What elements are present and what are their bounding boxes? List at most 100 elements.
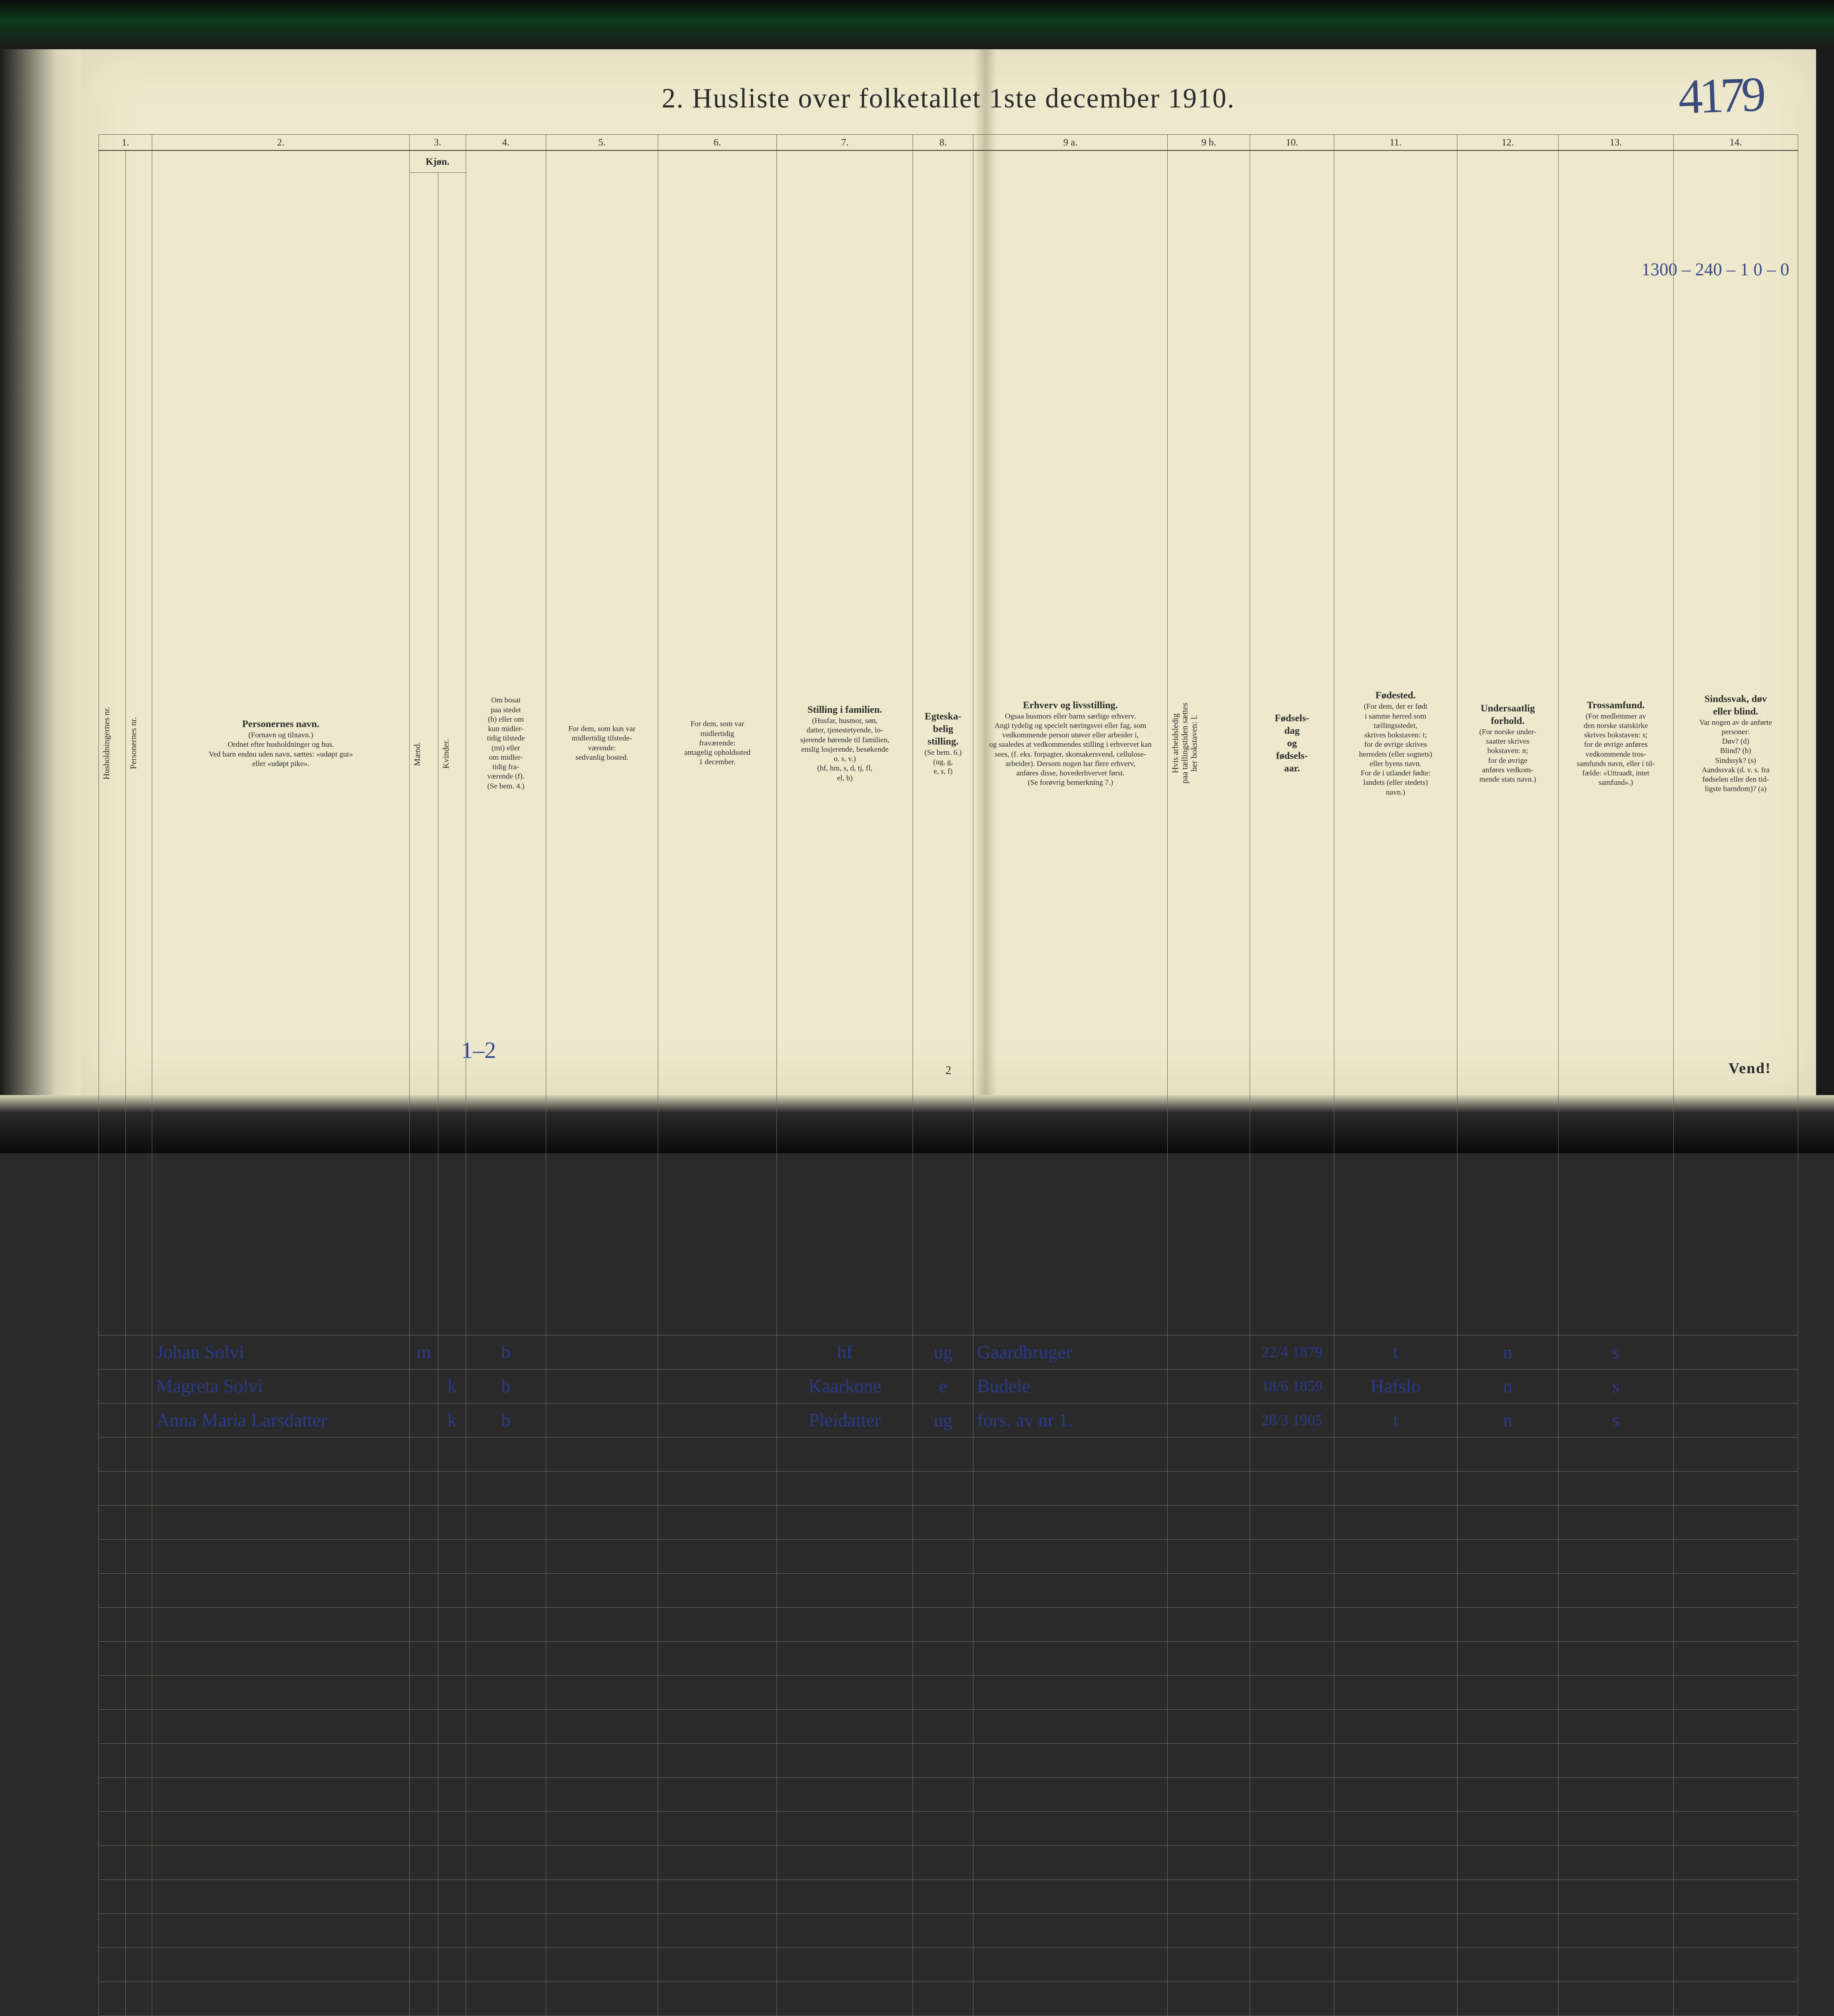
- cell-blank: [1168, 1982, 1250, 2016]
- cell-undersaat: n: [1457, 1335, 1558, 1370]
- cell-blank: [658, 1574, 777, 1608]
- cell-blank: [1168, 1778, 1250, 1812]
- cell-blank: [1168, 1438, 1250, 1472]
- cell-blank: [1457, 1608, 1558, 1642]
- cell-blank: [658, 1948, 777, 1982]
- cell-household-nr: [99, 1642, 126, 1676]
- cell-blank: [1250, 1540, 1334, 1574]
- cell-fravar: [658, 1404, 777, 1438]
- cell-blank: [546, 1608, 658, 1642]
- cell-blank: [913, 1710, 973, 1744]
- cell-blank: [1673, 1642, 1798, 1676]
- cell-blank: [913, 1914, 973, 1948]
- table-row-blank: 7: [99, 1540, 1798, 1574]
- cell-blank: [1334, 1982, 1457, 2016]
- cell-person-nr: 9: [125, 1608, 152, 1642]
- footer-page-number: 2: [81, 1064, 1816, 1077]
- hdr-egte-sub: (Se bem. 6.) (ug, g, e, s, f): [916, 748, 970, 776]
- table-row-blank: 19: [99, 1948, 1798, 1982]
- cell-blank: [409, 1472, 438, 1506]
- cell-blank: [466, 1948, 546, 1982]
- cell-blank: [777, 1506, 913, 1540]
- cell-blank: [1334, 1846, 1457, 1880]
- cell-blank: [546, 1540, 658, 1574]
- cell-bosat: b: [466, 1404, 546, 1438]
- cell-blank: [438, 1812, 466, 1846]
- cell-blank: [1558, 1608, 1673, 1642]
- cell-person-nr: 7: [125, 1540, 152, 1574]
- cell-blank: [973, 1438, 1168, 1472]
- cell-egte: ug: [913, 1335, 973, 1370]
- cell-blank: [913, 1608, 973, 1642]
- cell-blank: [438, 1982, 466, 2016]
- cell-blank: [546, 1914, 658, 1948]
- cell-blank: [409, 1676, 438, 1710]
- cell-blank: [1673, 1438, 1798, 1472]
- cell-blank: [973, 1982, 1168, 2016]
- hdr-mt: For dem, som kun var midlertidig tilsted…: [546, 150, 658, 1335]
- colnum-3: 3.: [409, 135, 466, 151]
- cell-blank: [546, 1846, 658, 1880]
- cell-household-nr: [99, 1540, 126, 1574]
- hdr-person-nr: Personernes nr.: [125, 150, 152, 1335]
- cell-person-nr: 12: [125, 1710, 152, 1744]
- cell-blank: [546, 1472, 658, 1506]
- cell-blank: [973, 1778, 1168, 1812]
- cell-blank: [1457, 1982, 1558, 2016]
- cell-blank: [466, 1812, 546, 1846]
- cell-blank: [913, 1846, 973, 1880]
- hdr-navn-sub: (Fornavn og tilnavn.) Ordnet efter husho…: [155, 730, 407, 768]
- cell-blank: [1334, 1812, 1457, 1846]
- hdr-egteskab: Egteska- belig stilling. (Se bem. 6.) (u…: [913, 150, 973, 1335]
- cell-blank: [546, 1642, 658, 1676]
- cell-blank: [1558, 1982, 1673, 2016]
- cell-blank: [152, 1744, 410, 1778]
- cell-person-nr: 11: [125, 1676, 152, 1710]
- cell-household-nr: [99, 1812, 126, 1846]
- cell-blank: [1168, 1880, 1250, 1914]
- colnum-9b: 9 b.: [1168, 135, 1250, 151]
- table-row-blank: 16: [99, 1846, 1798, 1880]
- cell-blank: [1673, 1710, 1798, 1744]
- cell-household-nr: [99, 1778, 126, 1812]
- cell-blank: [1673, 1472, 1798, 1506]
- cell-blank: [546, 1880, 658, 1914]
- column-number-row: 1. 2. 3. 4. 5. 6. 7. 8. 9 a. 9 b. 10. 11…: [99, 135, 1798, 151]
- cell-blank: [438, 1540, 466, 1574]
- cell-blank: [913, 1880, 973, 1914]
- cell-blank: [1558, 1472, 1673, 1506]
- cell-sex-k: k: [438, 1404, 466, 1438]
- cell-blank: [152, 1710, 410, 1744]
- table-row-blank: 10: [99, 1642, 1798, 1676]
- cell-blank: [1168, 1676, 1250, 1710]
- cell-blank: [1334, 1608, 1457, 1642]
- cell-blank: [777, 1880, 913, 1914]
- cell-blank: [152, 1472, 410, 1506]
- colnum-8: 8.: [913, 135, 973, 151]
- cell-blank: [1250, 1574, 1334, 1608]
- cell-sex-m: [409, 1370, 438, 1404]
- document-page: 4179 2. Husliste over folketallet 1ste d…: [81, 49, 1816, 1095]
- cell-blank: [409, 1574, 438, 1608]
- cell-blank: [1558, 1778, 1673, 1812]
- colnum-7: 7.: [777, 135, 913, 151]
- cell-blank: [1457, 1778, 1558, 1812]
- cell-ledig: [1168, 1370, 1250, 1404]
- cell-blank: [466, 1506, 546, 1540]
- colnum-11: 11.: [1334, 135, 1457, 151]
- page-left-margin: [0, 49, 81, 1095]
- cell-blank: [1457, 1540, 1558, 1574]
- scan-top-edge: [0, 0, 1834, 49]
- cell-blank: [1334, 1710, 1457, 1744]
- header-row: Husholdningernes nr. Personernes nr. Per…: [99, 150, 1798, 173]
- cell-blank: [438, 1914, 466, 1948]
- cell-blank: [1673, 1880, 1798, 1914]
- cell-blank: [973, 1710, 1168, 1744]
- cell-fodsel: 28/3 1905: [1250, 1404, 1334, 1438]
- cell-blank: [466, 1540, 546, 1574]
- table-body: 1Johan SolvimbhfugGaardbruger22/4 1879tn…: [99, 1335, 1798, 2016]
- cell-blank: [913, 1948, 973, 1982]
- cell-person-nr: 14: [125, 1778, 152, 1812]
- cell-blank: [913, 1676, 973, 1710]
- cell-blank: [913, 1574, 973, 1608]
